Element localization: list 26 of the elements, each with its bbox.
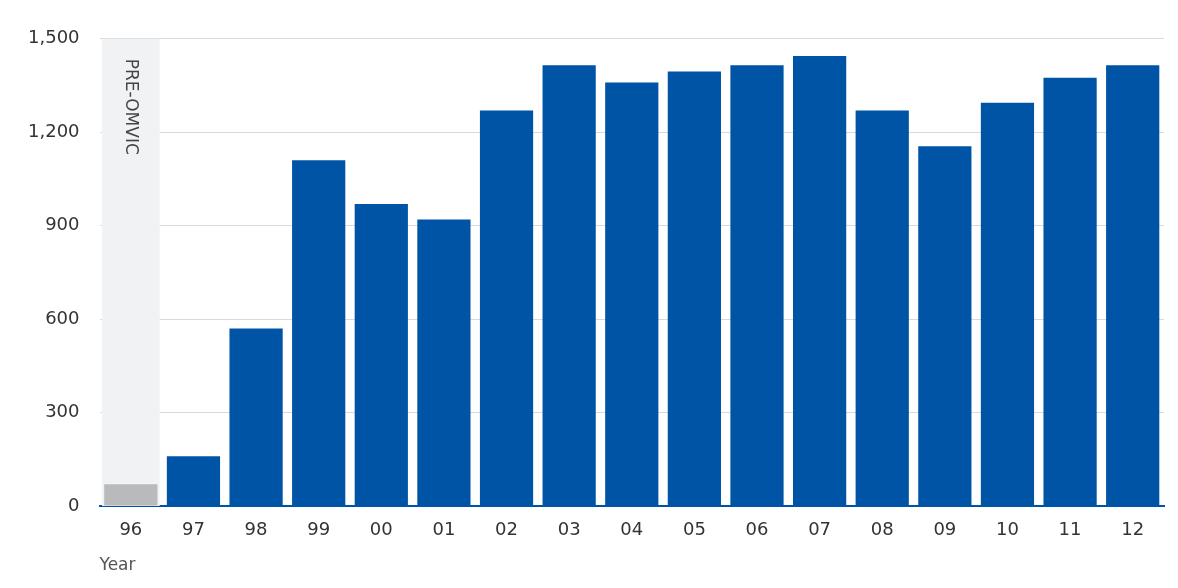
x-tick-label: 01: [432, 518, 456, 540]
x-tick-label: 09: [933, 518, 957, 540]
x-tick-label: 06: [745, 518, 769, 540]
bar: [104, 484, 158, 506]
y-tick-label: 0: [68, 493, 80, 515]
x-tick-label: 02: [495, 518, 518, 540]
x-tick-label: 99: [307, 518, 331, 540]
x-axis-title: Year: [98, 554, 136, 575]
y-tick-label: 600: [45, 306, 80, 328]
x-tick-label: 96: [119, 518, 143, 540]
x-tick-label: 04: [620, 518, 644, 540]
x-tick-label: 05: [682, 518, 706, 540]
x-tick-label: 07: [808, 518, 832, 540]
y-tick-label: 1,500: [28, 26, 80, 48]
x-tick-label: 12: [1121, 518, 1145, 540]
y-tick-label: 1,200: [28, 119, 80, 141]
x-tick-label: 00: [369, 518, 393, 540]
x-tick-label: 03: [557, 518, 581, 540]
y-tick-label: 300: [45, 400, 80, 422]
x-tick-label: 08: [870, 518, 894, 540]
x-tick-label: 11: [1058, 518, 1082, 540]
x-tick-label: 10: [996, 518, 1019, 540]
x-tick-label: 98: [244, 518, 268, 540]
x-tick-label: 97: [182, 518, 205, 540]
band-label: PRE-OMVIC: [122, 58, 143, 155]
y-tick-label: 900: [45, 213, 80, 235]
